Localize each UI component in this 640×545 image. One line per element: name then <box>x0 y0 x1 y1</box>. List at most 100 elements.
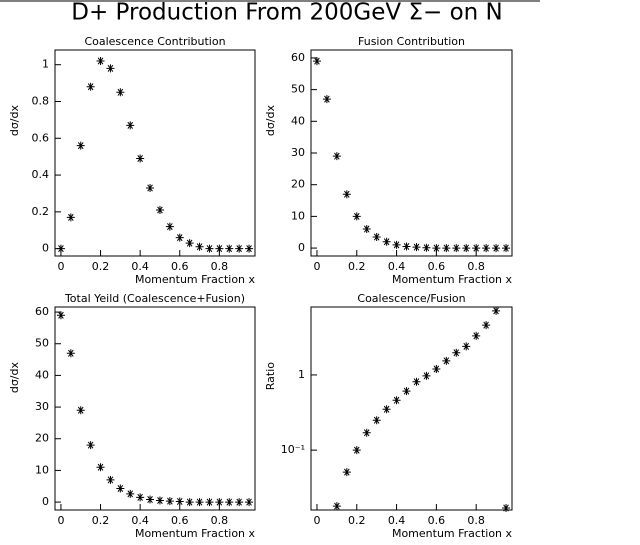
x-tick-label: 0.2 <box>92 260 110 273</box>
y-tick-label: 50 <box>291 83 305 96</box>
data-point <box>155 206 164 215</box>
data-point <box>165 497 174 506</box>
data-point <box>66 213 75 222</box>
figure-title: D+ Production From 200GeV Σ− on N <box>71 0 502 26</box>
x-tick-label: 0.2 <box>92 514 110 527</box>
y-axis-label: dσ/dx <box>264 105 277 137</box>
data-point <box>472 244 481 253</box>
y-tick-label: 0 <box>298 241 305 254</box>
data-point <box>362 428 371 437</box>
y-tick-label: 10 <box>35 463 49 476</box>
data-point <box>165 222 174 231</box>
data-point <box>322 95 331 104</box>
data-point <box>56 244 65 253</box>
data-point <box>136 493 145 502</box>
y-tick-label: 40 <box>35 368 49 381</box>
plot-frame <box>310 306 513 511</box>
x-tick-label: 0 <box>313 260 320 273</box>
data-point <box>126 121 135 130</box>
plot-title: Fusion Contribution <box>358 35 465 48</box>
data-point <box>452 348 461 357</box>
plot-frame <box>54 49 256 257</box>
x-tick-label: 0.8 <box>467 514 485 527</box>
x-tick-label: 0.6 <box>428 260 446 273</box>
data-point <box>215 498 224 507</box>
data-point <box>185 498 194 507</box>
y-tick-label: 20 <box>291 178 305 191</box>
data-point <box>412 243 421 252</box>
y-tick-label: 0 <box>42 242 49 255</box>
data-point <box>116 88 125 97</box>
plot-title: Coalescence Contribution <box>84 35 225 48</box>
x-tick-label: 0.4 <box>131 514 149 527</box>
data-point <box>422 243 431 252</box>
data-point <box>195 242 204 251</box>
y-tick-label: 0 <box>42 495 49 508</box>
x-tick-label: 0.2 <box>348 514 366 527</box>
data-point <box>402 387 411 396</box>
y-axis-label: Ratio <box>264 362 277 391</box>
x-tick-label: 0.4 <box>131 260 149 273</box>
x-axis-label: Momentum Fraction x <box>392 527 513 540</box>
y-tick-label: 10⁻¹ <box>281 443 305 456</box>
data-point <box>136 154 145 163</box>
y-tick-label: 0.2 <box>32 205 50 218</box>
x-tick-label: 0.6 <box>171 260 189 273</box>
data-point <box>482 321 491 330</box>
data-point <box>382 237 391 246</box>
data-point <box>432 364 441 373</box>
x-tick-label: 0.4 <box>388 260 406 273</box>
x-tick-label: 0.2 <box>348 260 366 273</box>
y-axis-label: dσ/dx <box>8 105 21 137</box>
y-tick-label: 30 <box>35 400 49 413</box>
y-tick-label: 60 <box>35 305 49 318</box>
data-point <box>126 489 135 498</box>
data-point <box>245 498 254 507</box>
data-point <box>352 446 361 455</box>
data-point <box>175 497 184 506</box>
data-point <box>96 463 105 472</box>
x-tick-label: 0.6 <box>171 514 189 527</box>
data-point <box>392 396 401 405</box>
data-point <box>412 377 421 386</box>
data-point <box>342 468 351 477</box>
data-point <box>195 498 204 507</box>
data-point <box>146 183 155 192</box>
data-point <box>185 239 194 248</box>
y-tick-label: 0.4 <box>32 168 50 181</box>
x-axis-label: Momentum Fraction x <box>392 273 513 286</box>
data-point <box>372 232 381 241</box>
data-point <box>225 498 234 507</box>
data-point <box>402 242 411 251</box>
data-point <box>116 484 125 493</box>
x-tick-label: 0 <box>313 514 320 527</box>
y-tick-label: 20 <box>35 432 49 445</box>
data-point <box>235 498 244 507</box>
x-tick-label: 0 <box>57 260 64 273</box>
y-tick-label: 40 <box>291 114 305 127</box>
data-point <box>462 244 471 253</box>
data-point <box>332 502 341 511</box>
x-tick-label: 0.4 <box>388 514 406 527</box>
x-axis-label: Momentum Fraction x <box>135 273 256 286</box>
plot-title: Coalescence/Fusion <box>357 292 465 305</box>
data-point <box>442 244 451 253</box>
y-tick-label: 30 <box>291 146 305 159</box>
data-point <box>205 498 214 507</box>
data-point <box>56 311 65 320</box>
plot-frame <box>54 306 256 511</box>
data-point <box>96 57 105 66</box>
data-point <box>76 141 85 150</box>
data-point <box>432 244 441 253</box>
x-tick-label: 0.8 <box>211 260 229 273</box>
data-point <box>352 212 361 221</box>
y-tick-label: 1 <box>298 368 305 381</box>
data-point <box>66 349 75 358</box>
y-tick-label: 1 <box>42 58 49 71</box>
x-tick-label: 0.8 <box>467 260 485 273</box>
data-point <box>225 244 234 253</box>
data-point <box>106 475 115 484</box>
data-point <box>502 504 511 513</box>
data-point <box>106 64 115 73</box>
